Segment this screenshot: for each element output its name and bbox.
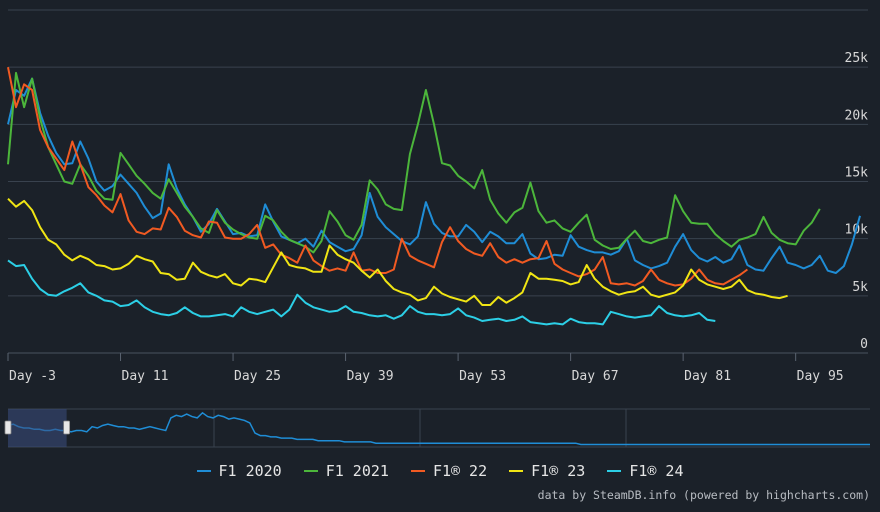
- legend-swatch: [410, 470, 425, 472]
- x-tick-label: Day 11: [122, 369, 169, 384]
- x-tick-label: Day -3: [9, 369, 56, 384]
- legend: F1 2020 F1 2021 F1® 22 F1® 23 F1® 24: [0, 462, 880, 480]
- series-line-f1-2020: [7, 77, 861, 274]
- legend-label: F1® 22: [432, 462, 488, 480]
- legend-item-f1-2020[interactable]: F1 2020: [196, 462, 282, 480]
- x-tick-label: Day 81: [684, 369, 731, 384]
- legend-label: F1® 24: [629, 462, 684, 480]
- grid-lines: [8, 9, 868, 354]
- legend-item-f1-2021[interactable]: F1 2021: [303, 462, 389, 480]
- series-line-f1-23: [7, 197, 788, 306]
- legend-label: F1® 23: [531, 462, 586, 480]
- legend-swatch: [607, 470, 622, 472]
- x-tick-label: Day 67: [572, 369, 619, 384]
- series-line-f1-22: [7, 67, 748, 287]
- credits[interactable]: data by SteamDB.info (powered by highcha…: [537, 488, 870, 502]
- x-tick-label: Day 53: [459, 369, 506, 384]
- legend-item-f1-24[interactable]: F1® 24: [607, 462, 684, 480]
- y-tick-label: 25k: [845, 51, 869, 66]
- legend-label: F1 2021: [325, 462, 389, 480]
- y-tick-label: 0: [860, 337, 868, 352]
- legend-swatch: [303, 470, 318, 472]
- navigator-handle-right: [63, 420, 71, 435]
- navigator-selection: [8, 409, 67, 447]
- series-line-f1-24: [7, 259, 716, 326]
- x-tick-label: Day 39: [347, 369, 394, 384]
- y-tick-label: 20k: [845, 108, 869, 123]
- legend-swatch: [196, 470, 211, 472]
- y-tick-label: 15k: [845, 166, 869, 181]
- x-tick-label: Day 95: [797, 369, 844, 384]
- legend-item-f1-22[interactable]: F1® 22: [410, 462, 488, 480]
- legend-swatch: [509, 470, 524, 472]
- navigator[interactable]: [4, 408, 870, 448]
- y-tick-label: 5k: [852, 280, 868, 295]
- x-axis: Day -3 Day 11 Day 25 Day 39 Day 53 Day 67 Day …: [7, 352, 868, 384]
- series-line-f1-2021: [7, 71, 821, 254]
- x-tick-label: Day 25: [234, 369, 281, 384]
- legend-label: F1 2020: [218, 462, 282, 480]
- navigator-series-line: [7, 411, 870, 446]
- series-lines[interactable]: [7, 67, 861, 326]
- legend-item-f1-23[interactable]: F1® 23: [509, 462, 585, 480]
- navigator-handle-left: [4, 420, 12, 435]
